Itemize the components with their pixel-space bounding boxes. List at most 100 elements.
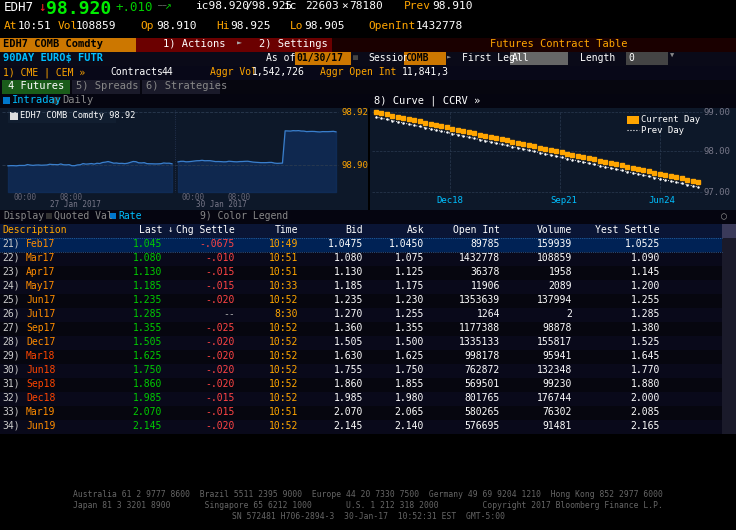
Text: ■: ■ [353, 53, 358, 62]
Text: Mar19: Mar19 [26, 407, 55, 417]
Bar [0, 38, 136, 52]
Text: 4 Futures: 4 Futures [8, 81, 64, 91]
Text: 11906: 11906 [470, 281, 500, 291]
Bar [2, 80, 70, 94]
Text: 10:51: 10:51 [269, 407, 298, 417]
Text: 98.910: 98.910 [156, 21, 197, 31]
Text: 1.985: 1.985 [132, 393, 162, 403]
Text: 1.755: 1.755 [333, 365, 363, 375]
Bar [295, 52, 351, 65]
Text: 1.355: 1.355 [132, 323, 162, 333]
Text: -.020: -.020 [205, 365, 235, 375]
Text: 10:52: 10:52 [269, 421, 298, 431]
Text: -.020: -.020 [205, 295, 235, 305]
Text: Jun24: Jun24 [648, 196, 675, 205]
Text: Aggr Vol: Aggr Vol [210, 67, 257, 77]
Text: Vol: Vol [58, 21, 78, 31]
Text: 98878: 98878 [542, 323, 572, 333]
Text: Length: Length [580, 53, 615, 63]
Text: 1.045: 1.045 [132, 239, 162, 249]
Text: 137994: 137994 [537, 295, 572, 305]
Text: 33): 33) [2, 407, 20, 417]
Text: 1335133: 1335133 [459, 337, 500, 347]
Bar [0, 224, 736, 238]
Text: Feb17: Feb17 [26, 239, 55, 249]
Bar [136, 38, 242, 52]
Bar [722, 224, 736, 238]
Bar [626, 52, 668, 65]
Text: -.020: -.020 [205, 421, 235, 431]
Text: 1) Actions: 1) Actions [163, 39, 225, 49]
Text: 10:51: 10:51 [269, 267, 298, 277]
Text: 569501: 569501 [464, 379, 500, 389]
Text: 1.645: 1.645 [631, 351, 660, 361]
Text: 2: 2 [566, 309, 572, 319]
Bar [0, 280, 722, 294]
Text: 29): 29) [2, 351, 20, 361]
Bar [0, 80, 736, 94]
Text: ic: ic [284, 1, 297, 11]
Text: Chg Settle: Chg Settle [176, 225, 235, 235]
Text: 76302: 76302 [542, 407, 572, 417]
Text: Sep18: Sep18 [26, 379, 55, 389]
Bar [0, 350, 722, 364]
Text: 10:52: 10:52 [269, 393, 298, 403]
Text: 1.255: 1.255 [394, 309, 424, 319]
Text: 34): 34) [2, 421, 20, 431]
Text: 1.750: 1.750 [132, 365, 162, 375]
Text: 2.165: 2.165 [631, 421, 660, 431]
Text: 8:30: 8:30 [275, 309, 298, 319]
Text: 10:52: 10:52 [269, 351, 298, 361]
Text: Op: Op [140, 21, 154, 31]
Text: 99.00: 99.00 [704, 108, 731, 117]
Text: 1.750: 1.750 [394, 365, 424, 375]
Text: COMB: COMB [405, 53, 428, 63]
Text: 10:52: 10:52 [269, 337, 298, 347]
Text: 580265: 580265 [464, 407, 500, 417]
Text: 762872: 762872 [464, 365, 500, 375]
Text: 2.140: 2.140 [394, 421, 424, 431]
Bar [0, 420, 722, 434]
Text: EDH7 COMB Comdty 98.92: EDH7 COMB Comdty 98.92 [20, 111, 135, 120]
Text: 9) Color Legend: 9) Color Legend [200, 211, 288, 221]
Text: Dec17: Dec17 [26, 337, 55, 347]
Text: ↓: ↓ [38, 1, 46, 14]
Text: 01/30/17: 01/30/17 [296, 53, 343, 63]
Text: 1.880: 1.880 [631, 379, 660, 389]
Text: 2.085: 2.085 [631, 407, 660, 417]
Text: 10:49: 10:49 [269, 239, 298, 249]
Text: 1.090: 1.090 [631, 253, 660, 263]
Bar [8, 110, 116, 123]
Text: As of: As of [266, 53, 295, 63]
Text: 30 Jan 2017: 30 Jan 2017 [196, 200, 247, 209]
Text: May17: May17 [26, 281, 55, 291]
Bar [0, 0, 736, 20]
Text: 1.985: 1.985 [333, 393, 363, 403]
Text: 1) CME | CEM »: 1) CME | CEM » [3, 67, 85, 77]
Text: 24): 24) [2, 281, 20, 291]
Text: 1.130: 1.130 [132, 267, 162, 277]
Text: 132348: 132348 [537, 365, 572, 375]
Text: 78180: 78180 [349, 1, 383, 11]
Text: EDH7 COMB Comdty: EDH7 COMB Comdty [3, 39, 103, 49]
Text: /98.925: /98.925 [245, 1, 292, 11]
Bar [0, 108, 368, 210]
Text: 1.505: 1.505 [132, 337, 162, 347]
Text: 108859: 108859 [537, 253, 572, 263]
Bar [0, 66, 736, 80]
Text: 1,542,726: 1,542,726 [252, 67, 305, 77]
Text: Quoted Val: Quoted Val [54, 211, 113, 221]
Text: Dec18: Dec18 [436, 196, 463, 205]
Bar [722, 224, 736, 434]
Text: Prev Day: Prev Day [641, 126, 684, 135]
Text: First Leg: First Leg [462, 53, 515, 63]
Text: 6) Strategies: 6) Strategies [146, 81, 227, 91]
Text: Time: Time [275, 225, 298, 235]
Text: -.020: -.020 [205, 351, 235, 361]
Text: 1.505: 1.505 [333, 337, 363, 347]
Text: Apr17: Apr17 [26, 267, 55, 277]
Text: SN 572481 H706-2894-3  30-Jan-17  10:52:31 EST  GMT-5:00: SN 572481 H706-2894-3 30-Jan-17 10:52:31… [232, 512, 504, 521]
Text: EDH7: EDH7 [4, 1, 34, 14]
Text: 10:52: 10:52 [269, 365, 298, 375]
Bar [0, 322, 722, 336]
